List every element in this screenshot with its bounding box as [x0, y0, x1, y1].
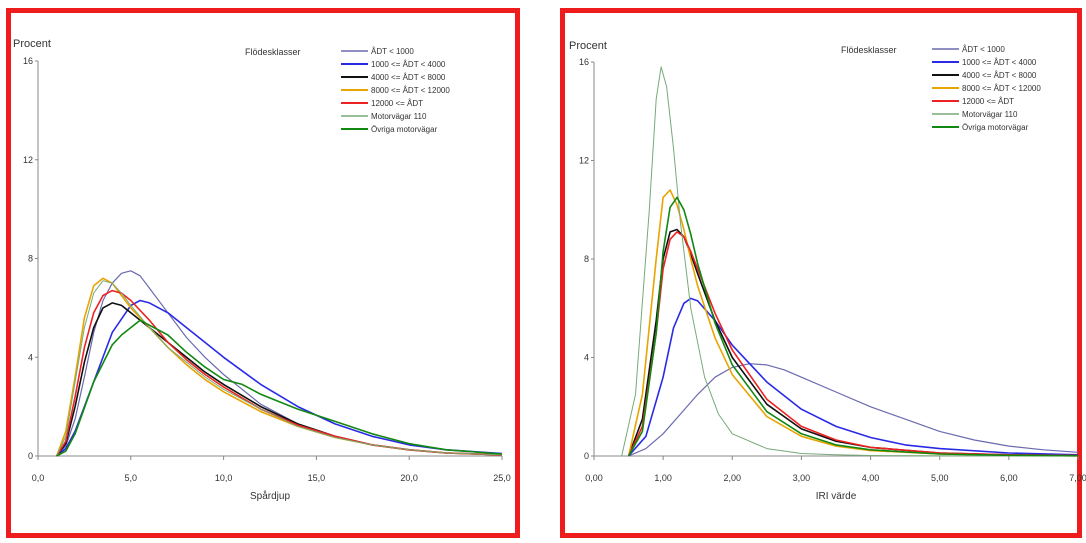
y-tick-label: 12 — [23, 155, 33, 165]
x-tick-label: 15,0 — [308, 473, 326, 483]
y-axis-label: Procent — [13, 38, 51, 50]
x-tick-label: 2,00 — [724, 473, 742, 483]
chart-panel-spardjup: 0 4 8 12 16 0,0 5,0 10,0 15,0 20,0 25,0 Procent Spår… — [6, 8, 520, 538]
legend-title: Flödesklasser — [245, 47, 301, 57]
legend-title: Flödesklasser — [841, 45, 897, 55]
y-axis-label: Procent — [569, 40, 607, 52]
x-tick-label: 0,0 — [32, 473, 45, 483]
chart-panel-iri: 0 4 8 12 16 0,00 1,00 2,00 3,00 4,00 5,00 6,00 7,00 P… — [560, 8, 1086, 538]
legend-label: 12000 <= ÅDT — [962, 97, 1014, 106]
legend-label: Övriga motorvägar — [371, 125, 438, 134]
x-tick-label: 5,0 — [125, 473, 138, 483]
x-tick-label: 1,00 — [654, 473, 672, 483]
legend-label: ÅDT < 1000 — [371, 47, 414, 56]
x-tick-label: 10,0 — [215, 473, 233, 483]
legend-label: Övriga motorvägar — [962, 123, 1029, 132]
series-line-vriga-motorv-gar — [56, 319, 503, 457]
legend-label: 1000 <= ÅDT < 4000 — [962, 58, 1037, 67]
x-tick-label: 3,00 — [793, 473, 811, 483]
legend-label: ÅDT < 1000 — [962, 45, 1005, 54]
y-tick-label: 0 — [584, 451, 589, 461]
series-line-1000-dt-4000 — [56, 299, 503, 457]
legend-label: 4000 <= ÅDT < 8000 — [962, 71, 1037, 80]
series-line-dt-1000 — [628, 363, 1079, 457]
legend-label: 8000 <= ÅDT < 12000 — [962, 84, 1041, 93]
y-tick-label: 4 — [584, 353, 589, 363]
series-line-8000-dt-12000 — [627, 189, 1079, 457]
x-tick-label: 5,00 — [931, 473, 949, 483]
legend-label: 1000 <= ÅDT < 4000 — [371, 60, 446, 69]
legend-label: 12000 <= ÅDT — [371, 99, 423, 108]
series-line-4000-dt-8000 — [55, 302, 503, 457]
x-axis-label: IRI värde — [816, 491, 857, 502]
x-axis-label: Spårdjup — [250, 490, 290, 502]
y-tick-label: 8 — [584, 254, 589, 264]
chart-iri: 0 4 8 12 16 0,00 1,00 2,00 3,00 4,00 5,00 6,00 7,00 P… — [569, 40, 1086, 502]
chart-spardjup: 0 4 8 12 16 0,0 5,0 10,0 15,0 20,0 25,0 Procent Spår… — [13, 38, 511, 502]
y-tick-label: 0 — [28, 451, 33, 461]
y-tick-label: 8 — [28, 254, 33, 264]
legend-label: Motorvägar 110 — [371, 112, 427, 121]
series-line-1000-dt-4000 — [627, 297, 1079, 457]
series-line-motorv-gar-110 — [56, 280, 503, 457]
series-line-12000-dt — [627, 231, 1079, 457]
y-tick-label: 4 — [28, 352, 33, 362]
y-tick-label: 16 — [579, 57, 589, 67]
legend-label: 4000 <= ÅDT < 8000 — [371, 73, 446, 82]
legend-label: 8000 <= ÅDT < 12000 — [371, 86, 450, 95]
x-tick-label: 4,00 — [862, 473, 880, 483]
x-tick-label: 0,00 — [585, 473, 603, 483]
x-tick-label: 7,00 — [1069, 473, 1086, 483]
x-tick-label: 6,00 — [1000, 473, 1018, 483]
x-tick-label: 20,0 — [400, 473, 418, 483]
series-line-vriga-motorv-gar — [627, 196, 1079, 457]
y-tick-label: 16 — [23, 56, 33, 66]
x-tick-label: 25,0 — [493, 473, 511, 483]
series-line-8000-dt-12000 — [55, 277, 503, 457]
legend-label: Motorvägar 110 — [962, 110, 1018, 119]
y-tick-label: 12 — [579, 156, 589, 166]
series-line-motorv-gar-110 — [621, 66, 1079, 457]
